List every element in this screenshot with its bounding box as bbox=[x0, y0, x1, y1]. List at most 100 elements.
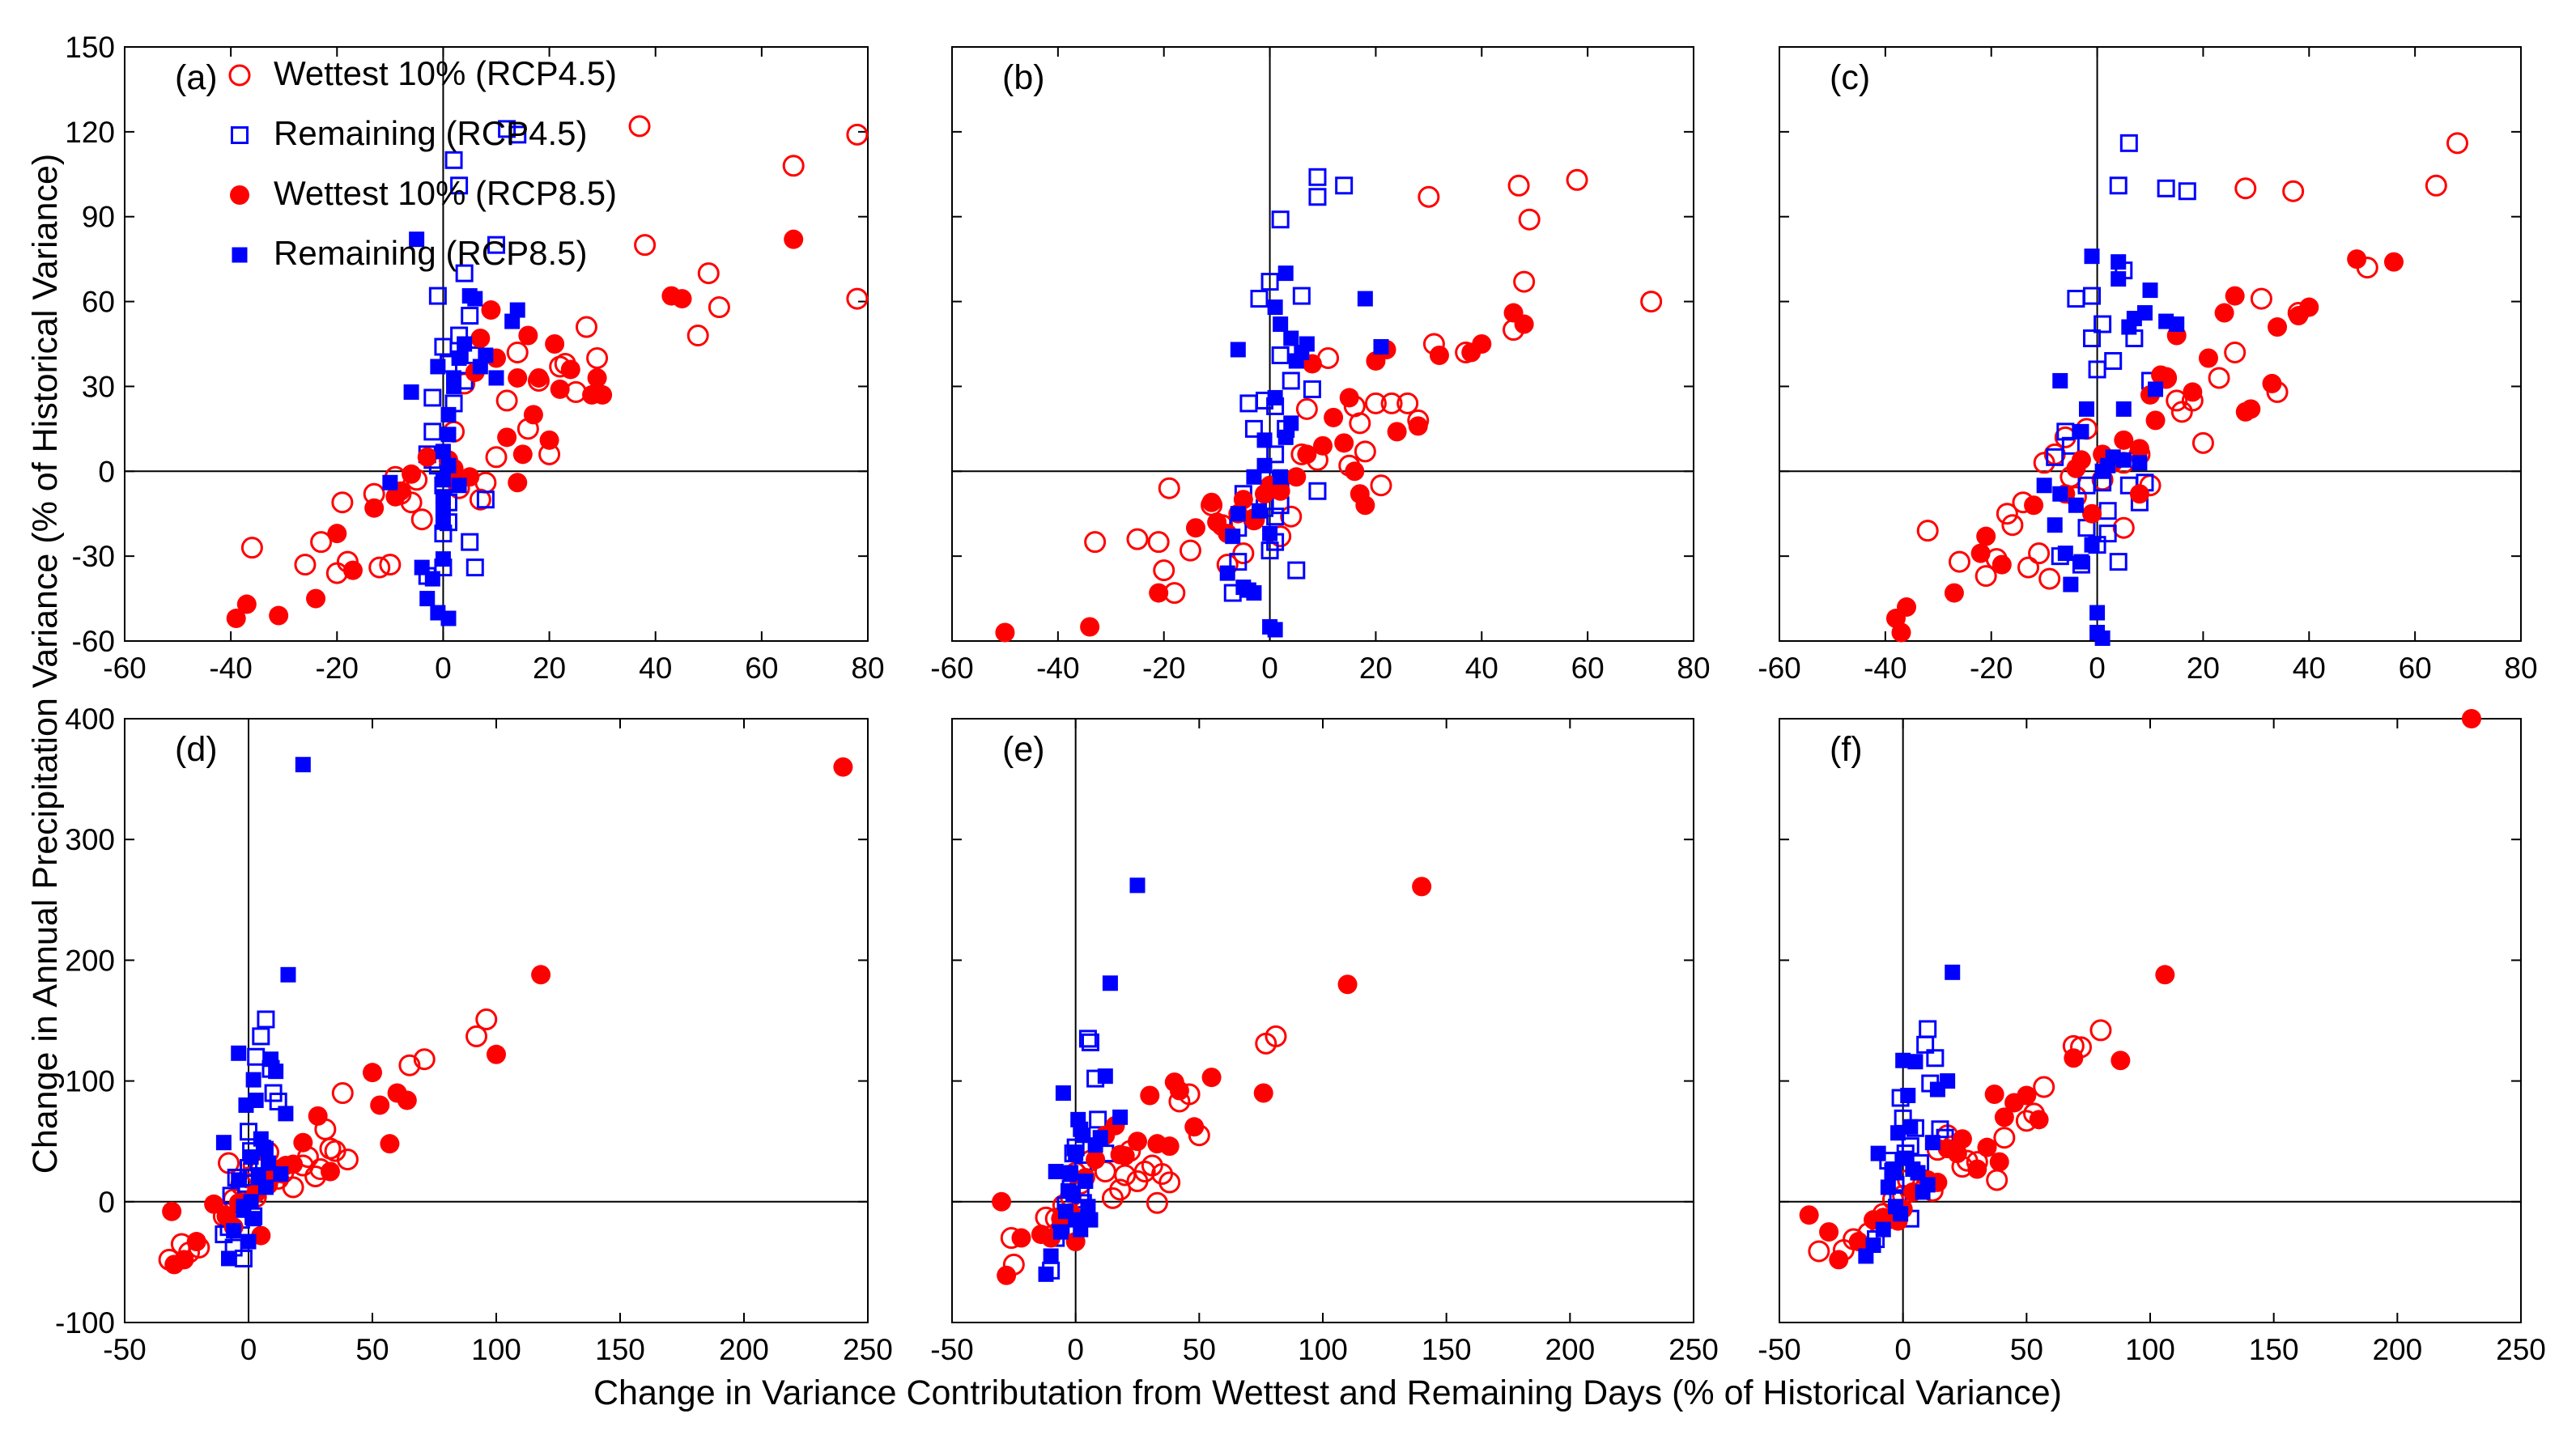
series-remaining-rcp8-5- bbox=[215, 757, 311, 1267]
data-point bbox=[423, 388, 442, 407]
data-point bbox=[1225, 529, 1241, 545]
data-point bbox=[1507, 174, 1530, 197]
data-point bbox=[295, 757, 311, 773]
data-point bbox=[2129, 484, 2149, 504]
data-point bbox=[2446, 132, 2468, 155]
data-point bbox=[263, 1051, 279, 1068]
panel-label: (e) bbox=[1002, 730, 1045, 769]
data-point bbox=[1373, 338, 1389, 355]
x-tick-label: 200 bbox=[719, 1333, 769, 1366]
data-point bbox=[586, 346, 609, 369]
data-point bbox=[245, 1211, 261, 1227]
data-point bbox=[1926, 1049, 1945, 1068]
data-point bbox=[162, 1201, 182, 1221]
data-point bbox=[846, 287, 869, 310]
data-point bbox=[1292, 287, 1311, 305]
data-point bbox=[833, 757, 853, 777]
data-point bbox=[1273, 469, 1289, 485]
data-point bbox=[1102, 975, 1118, 991]
data-point bbox=[204, 1194, 224, 1214]
data-point bbox=[2111, 254, 2127, 270]
x-tick-label: 0 bbox=[240, 1333, 257, 1366]
data-point bbox=[1153, 559, 1175, 582]
data-point bbox=[784, 229, 804, 249]
data-point bbox=[1370, 474, 1392, 497]
data-point bbox=[470, 329, 491, 349]
x-tick-label: 150 bbox=[2249, 1333, 2299, 1366]
data-point bbox=[1146, 1191, 1168, 1214]
data-point bbox=[508, 125, 527, 144]
data-point bbox=[2142, 282, 2158, 299]
series-remaining-rcp4-5- bbox=[1223, 168, 1354, 602]
data-point bbox=[2017, 556, 2040, 579]
data-point bbox=[293, 1132, 313, 1153]
data-point bbox=[1313, 435, 1333, 456]
data-point bbox=[461, 533, 479, 551]
data-point bbox=[240, 537, 263, 559]
x-tick-label: 20 bbox=[2187, 652, 2220, 685]
x-tick-label: -60 bbox=[1758, 652, 1800, 685]
data-point bbox=[243, 1149, 259, 1165]
data-point bbox=[1265, 1025, 1287, 1047]
data-point bbox=[1092, 1130, 1108, 1146]
data-point bbox=[1513, 270, 1536, 293]
data-point bbox=[409, 231, 425, 248]
data-point bbox=[1387, 422, 1407, 442]
data-point bbox=[708, 296, 730, 319]
data-point bbox=[2166, 389, 2188, 412]
data-point bbox=[1081, 1033, 1099, 1051]
data-point bbox=[1514, 314, 1534, 334]
x-tick-label: 20 bbox=[533, 652, 566, 685]
data-point bbox=[2078, 401, 2094, 417]
data-point bbox=[1916, 520, 1939, 542]
data-point bbox=[1011, 1228, 1031, 1248]
data-point bbox=[2262, 373, 2282, 393]
y-tick-label: 0 bbox=[98, 1186, 115, 1219]
x-tick-label: 40 bbox=[1465, 652, 1498, 685]
x-tick-label: 250 bbox=[2496, 1333, 2546, 1366]
data-point bbox=[487, 236, 505, 254]
data-point bbox=[1412, 877, 1432, 897]
data-point bbox=[444, 151, 463, 169]
data-point bbox=[397, 1090, 417, 1110]
x-tick-label: 0 bbox=[1894, 1333, 1911, 1366]
y-tick-label: 90 bbox=[82, 201, 115, 234]
data-point bbox=[402, 464, 422, 484]
data-point bbox=[545, 334, 565, 354]
data-point bbox=[1337, 974, 1358, 995]
data-point bbox=[1907, 1054, 1923, 1070]
data-point bbox=[450, 176, 469, 195]
data-point bbox=[457, 336, 473, 352]
data-point bbox=[370, 1095, 390, 1115]
x-tick-label: 0 bbox=[435, 652, 452, 685]
panel-label: (a) bbox=[175, 58, 218, 97]
data-point bbox=[424, 571, 440, 587]
data-point bbox=[506, 341, 529, 363]
data-point bbox=[1893, 1206, 1909, 1222]
data-point bbox=[2170, 401, 2193, 423]
data-point bbox=[2083, 287, 2102, 305]
y-axis-label: Change in Annual Precipitation Variance … bbox=[26, 154, 65, 1174]
data-point bbox=[1334, 433, 1354, 453]
data-point bbox=[1944, 583, 1964, 603]
data-point bbox=[268, 1064, 284, 1080]
legend-marker bbox=[232, 247, 248, 263]
data-point bbox=[1277, 429, 1294, 445]
data-point bbox=[1063, 1165, 1079, 1181]
data-point bbox=[1919, 1177, 1936, 1193]
data-point bbox=[467, 291, 483, 307]
data-point bbox=[495, 389, 518, 412]
data-point bbox=[1418, 185, 1440, 208]
x-tick-label: 40 bbox=[639, 652, 672, 685]
data-point bbox=[1345, 461, 1365, 482]
data-point bbox=[1048, 1164, 1064, 1179]
x-tick-label: 200 bbox=[1545, 1333, 1595, 1366]
data-point bbox=[1084, 531, 1107, 554]
data-point bbox=[498, 120, 516, 138]
data-point bbox=[1133, 1161, 1156, 1182]
data-point bbox=[2098, 524, 2117, 543]
x-tick-label: 250 bbox=[1668, 1333, 1719, 1366]
data-point bbox=[413, 1048, 436, 1071]
data-point bbox=[226, 1223, 242, 1239]
data-point bbox=[174, 1250, 194, 1270]
